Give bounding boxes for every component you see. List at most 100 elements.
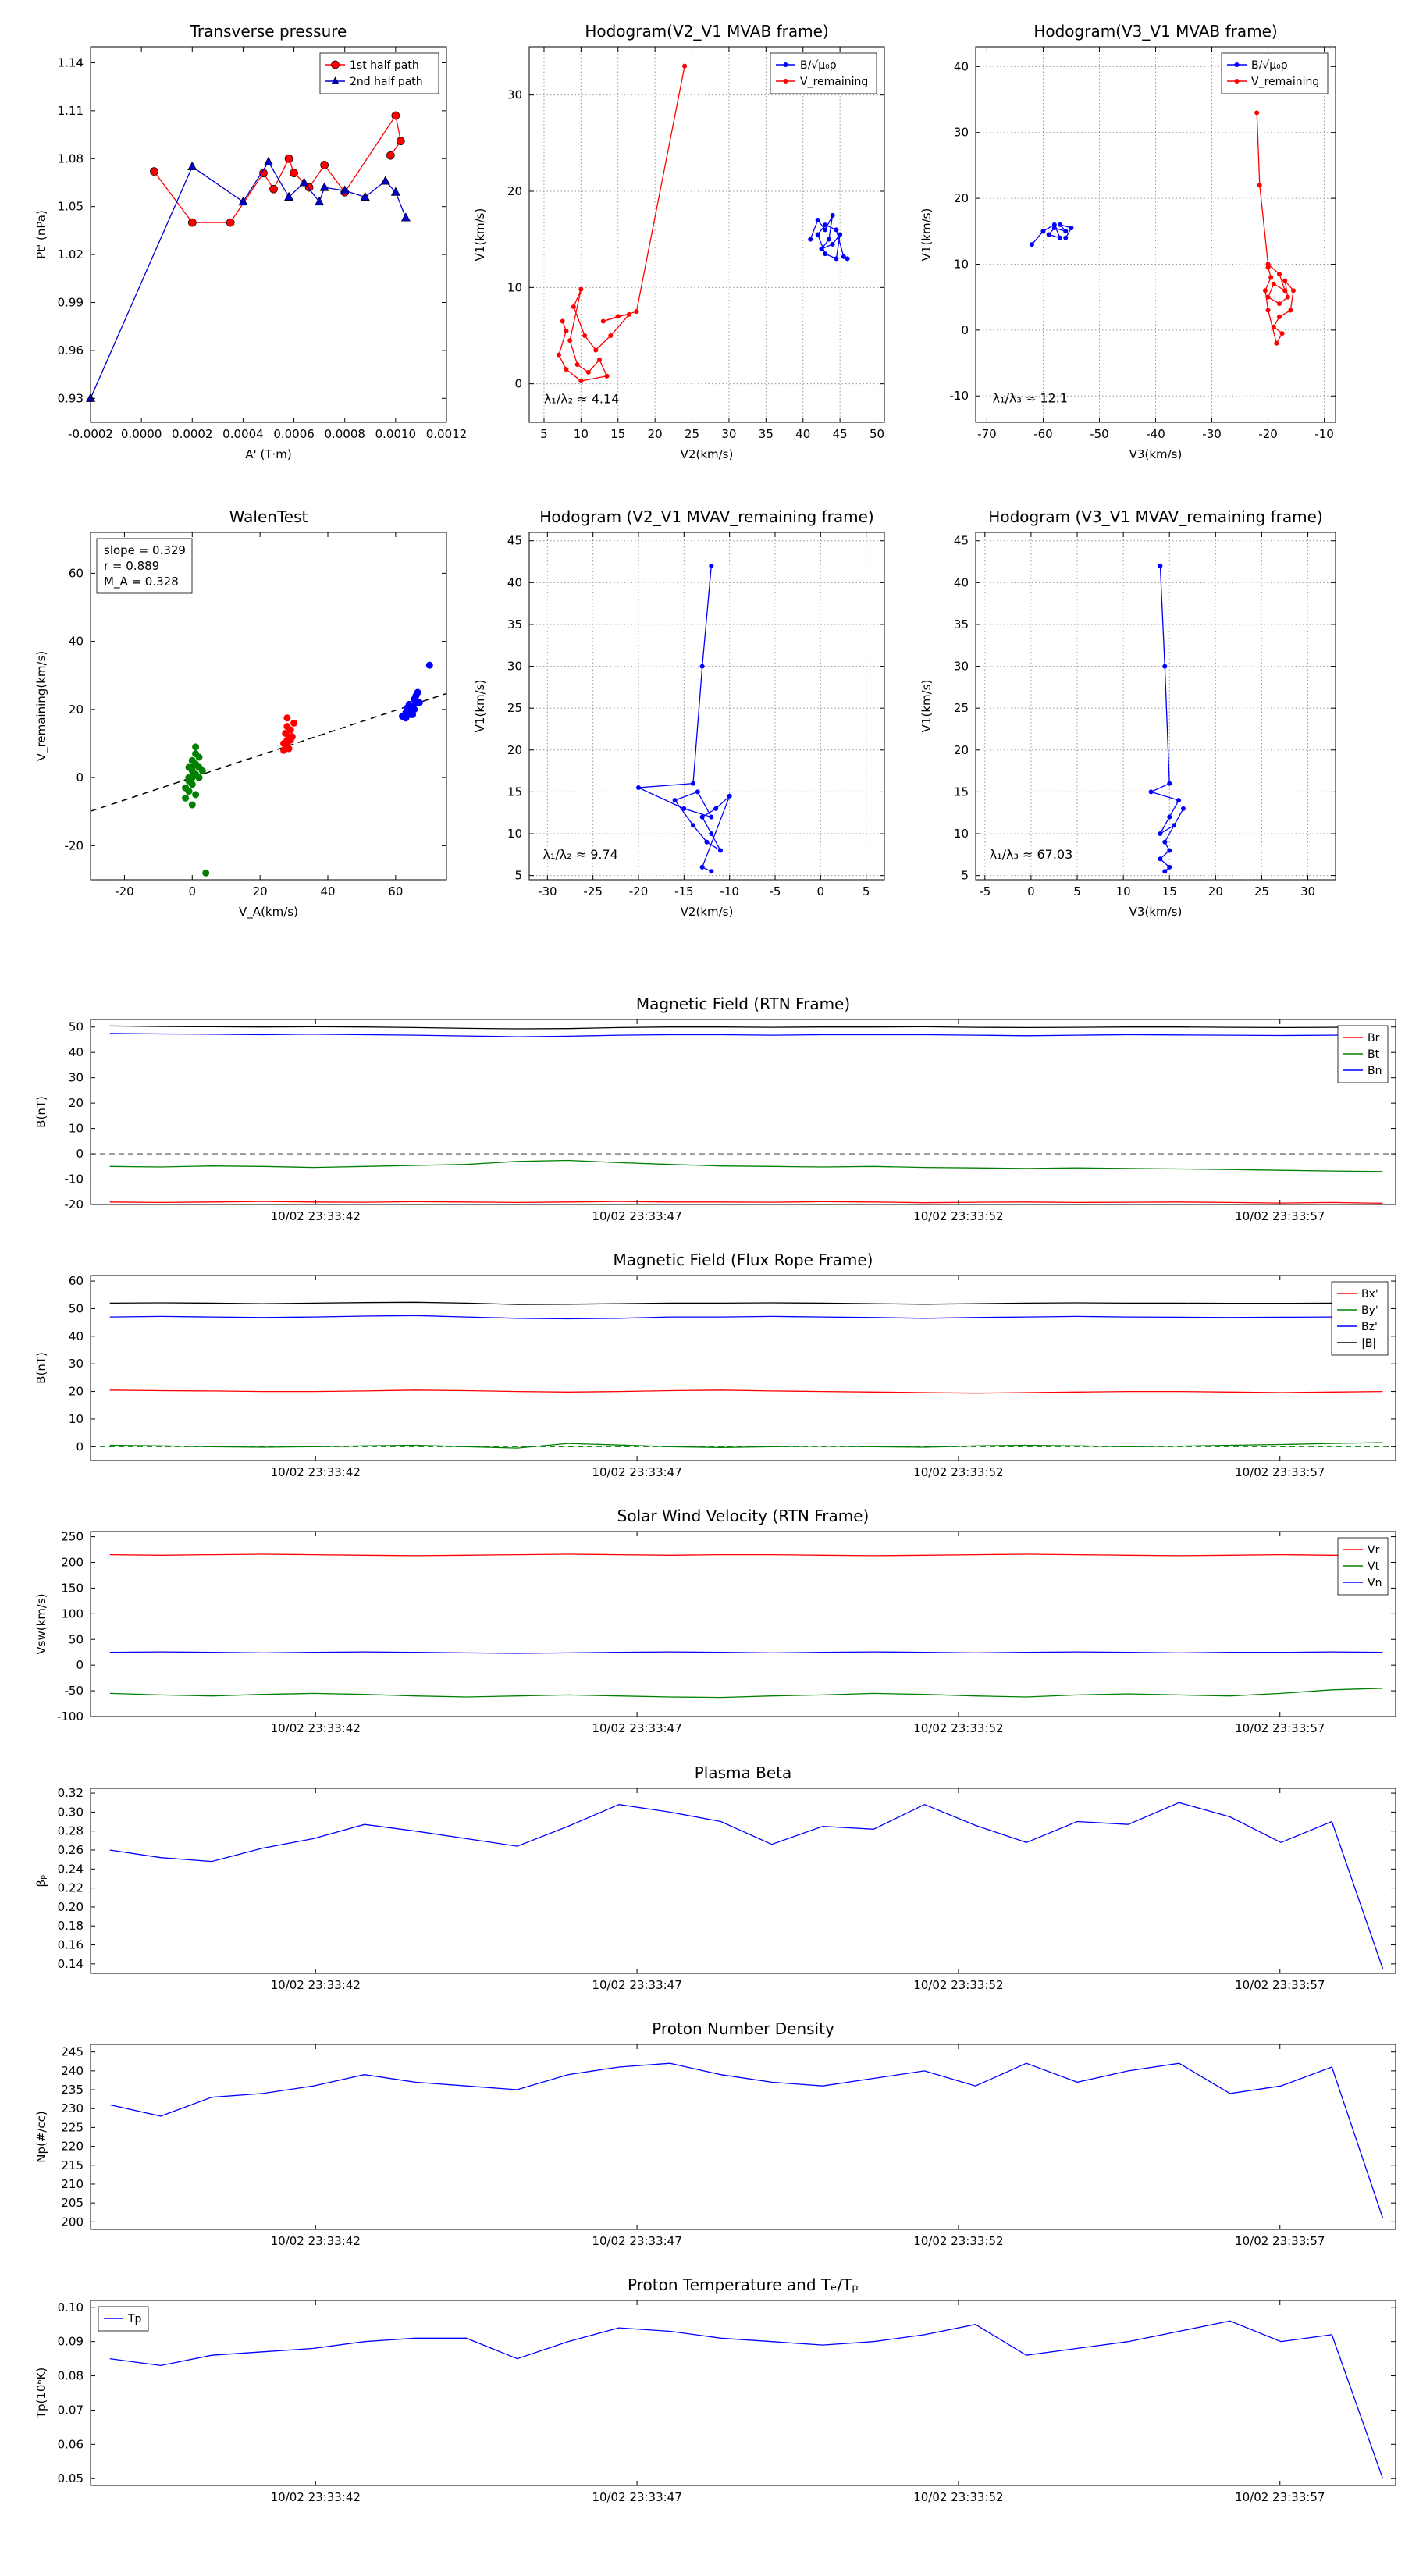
svg-text:0.0010: 0.0010 — [375, 427, 417, 441]
svg-text:20: 20 — [69, 1385, 84, 1399]
svg-text:Solar Wind Velocity (RTN Frame: Solar Wind Velocity (RTN Frame) — [617, 1507, 870, 1525]
svg-text:0: 0 — [76, 1658, 84, 1672]
svg-text:35: 35 — [759, 427, 774, 441]
svg-text:|B|: |B| — [1361, 1337, 1376, 1350]
svg-text:-100: -100 — [57, 1710, 84, 1724]
svg-text:0.09: 0.09 — [58, 2335, 84, 2349]
svg-text:10/02 23:33:57: 10/02 23:33:57 — [1235, 1978, 1325, 1992]
svg-text:0: 0 — [76, 770, 84, 785]
svg-text:0.24: 0.24 — [58, 1862, 84, 1876]
svg-text:10/02 23:33:42: 10/02 23:33:42 — [271, 2490, 361, 2504]
svg-text:-50: -50 — [1090, 427, 1109, 441]
svg-text:45: 45 — [507, 534, 522, 548]
svg-text:40: 40 — [954, 59, 969, 73]
svg-text:-0.0002: -0.0002 — [68, 427, 113, 441]
svg-text:Bt: Bt — [1368, 1048, 1380, 1061]
svg-text:35: 35 — [954, 617, 969, 632]
chart-hodogram-v3v1-mvab: -70 -60 -50 -40 -30 -20 -10 -10 0 10 20 30 40 Hodogra… — [919, 22, 1336, 461]
svg-text:0.0012: 0.0012 — [426, 427, 468, 441]
svg-text:25: 25 — [507, 701, 522, 715]
svg-text:1.02: 1.02 — [58, 247, 84, 262]
svg-text:0.07: 0.07 — [58, 2403, 84, 2417]
svg-text:2nd half path: 2nd half path — [350, 76, 423, 88]
svg-text:0.14: 0.14 — [58, 1957, 84, 1971]
svg-text:45: 45 — [833, 427, 848, 441]
svg-text:B(nT): B(nT) — [34, 1352, 48, 1384]
svg-text:40: 40 — [69, 635, 84, 649]
svg-text:0.0004: 0.0004 — [222, 427, 264, 441]
svg-text:0.10: 0.10 — [58, 2300, 84, 2314]
svg-text:20: 20 — [507, 743, 522, 757]
svg-text:V1(km/s): V1(km/s) — [473, 208, 487, 262]
chart-bfield-rtn: 10/02 23:33:42 10/02 23:33:47 10/02 23:33:… — [34, 994, 1396, 1223]
svg-text:-10: -10 — [1314, 427, 1334, 441]
svg-text:5: 5 — [863, 884, 870, 898]
svg-text:25: 25 — [954, 701, 969, 715]
svg-text:0.99: 0.99 — [58, 295, 84, 309]
svg-text:0.93: 0.93 — [58, 391, 84, 405]
svg-text:10: 10 — [69, 1122, 84, 1136]
svg-text:-10: -10 — [65, 1172, 84, 1187]
svg-text:45: 45 — [954, 534, 969, 548]
svg-text:B/√μ₀ρ: B/√μ₀ρ — [800, 59, 837, 72]
svg-text:V1(km/s): V1(km/s) — [919, 680, 934, 733]
svg-text:10/02 23:33:42: 10/02 23:33:42 — [271, 2234, 361, 2248]
svg-text:60: 60 — [388, 884, 403, 898]
svg-text:-50: -50 — [65, 1684, 84, 1698]
svg-text:5: 5 — [540, 427, 548, 441]
svg-text:245: 245 — [61, 2045, 84, 2059]
svg-text:10: 10 — [574, 427, 589, 441]
svg-text:240: 240 — [61, 2064, 84, 2078]
svg-text:-60: -60 — [1033, 427, 1053, 441]
svg-text:λ₁/λ₂ ≈ 9.74: λ₁/λ₂ ≈ 9.74 — [543, 847, 618, 862]
svg-text:10/02 23:33:52: 10/02 23:33:52 — [913, 1209, 1003, 1223]
svg-text:30: 30 — [69, 1357, 84, 1371]
svg-text:V_remaining: V_remaining — [800, 76, 868, 88]
svg-text:V2(km/s): V2(km/s) — [681, 905, 734, 919]
svg-text:0.0002: 0.0002 — [172, 427, 213, 441]
chart-proton-density: 10/02 23:33:42 10/02 23:33:47 10/02 23:33:… — [34, 2019, 1396, 2248]
chart-transverse-pressure: -0.0002 0.0000 0.0002 0.0004 0.0006 0.0008 0.0… — [34, 22, 468, 461]
svg-text:15: 15 — [954, 785, 969, 799]
svg-text:60: 60 — [69, 566, 84, 580]
svg-text:-10: -10 — [720, 884, 739, 898]
svg-text:λ₁/λ₃ ≈ 12.1: λ₁/λ₃ ≈ 12.1 — [993, 391, 1068, 406]
svg-text:10/02 23:33:42: 10/02 23:33:42 — [271, 1465, 361, 1479]
svg-text:225: 225 — [61, 2120, 84, 2134]
svg-text:Np(#/cc): Np(#/cc) — [34, 2111, 48, 2163]
svg-text:-30: -30 — [1202, 427, 1222, 441]
svg-text:50: 50 — [69, 1632, 84, 1646]
chart-bfield-fluxrope: 10/02 23:33:42 10/02 23:33:47 10/02 23:33:… — [34, 1251, 1396, 1479]
svg-text:50: 50 — [69, 1301, 84, 1315]
svg-text:10/02 23:33:47: 10/02 23:33:47 — [592, 2490, 681, 2504]
svg-text:0.20: 0.20 — [58, 1900, 84, 1914]
svg-text:B/√μ₀ρ: B/√μ₀ρ — [1251, 59, 1288, 72]
svg-text:15: 15 — [610, 427, 625, 441]
svg-text:0: 0 — [189, 884, 197, 898]
svg-text:-70: -70 — [977, 427, 997, 441]
svg-text:Vt: Vt — [1368, 1560, 1380, 1573]
svg-text:Proton Number Density: Proton Number Density — [652, 2019, 834, 2038]
svg-text:40: 40 — [320, 884, 335, 898]
svg-text:30: 30 — [507, 660, 522, 674]
svg-text:0: 0 — [76, 1147, 84, 1161]
svg-text:20: 20 — [69, 703, 84, 717]
svg-text:15: 15 — [507, 785, 522, 799]
svg-text:1.11: 1.11 — [58, 104, 84, 118]
svg-text:0.08: 0.08 — [58, 2369, 84, 2383]
svg-text:10/02 23:33:57: 10/02 23:33:57 — [1235, 2490, 1325, 2504]
svg-text:30: 30 — [507, 88, 522, 102]
svg-text:20: 20 — [253, 884, 268, 898]
svg-text:βₚ: βₚ — [34, 1875, 48, 1888]
svg-text:230: 230 — [61, 2101, 84, 2115]
chart-velocity-rtn: 10/02 23:33:42 10/02 23:33:47 10/02 23:33:… — [34, 1507, 1396, 1735]
svg-text:20: 20 — [69, 1096, 84, 1110]
svg-text:150: 150 — [61, 1581, 84, 1595]
svg-text:Tp: Tp — [127, 2313, 142, 2325]
svg-text:10/02 23:33:47: 10/02 23:33:47 — [592, 1721, 681, 1735]
svg-text:Magnetic Field (RTN Frame): Magnetic Field (RTN Frame) — [636, 994, 850, 1013]
svg-text:10/02 23:33:47: 10/02 23:33:47 — [592, 1465, 681, 1479]
chart-walen-test: -20 0 20 40 60 -20 0 20 40 60 WalenTest V_A(km/s) V_… — [34, 507, 447, 920]
svg-text:-20: -20 — [1258, 427, 1278, 441]
svg-text:λ₁/λ₂ ≈ 4.14: λ₁/λ₂ ≈ 4.14 — [544, 391, 619, 406]
